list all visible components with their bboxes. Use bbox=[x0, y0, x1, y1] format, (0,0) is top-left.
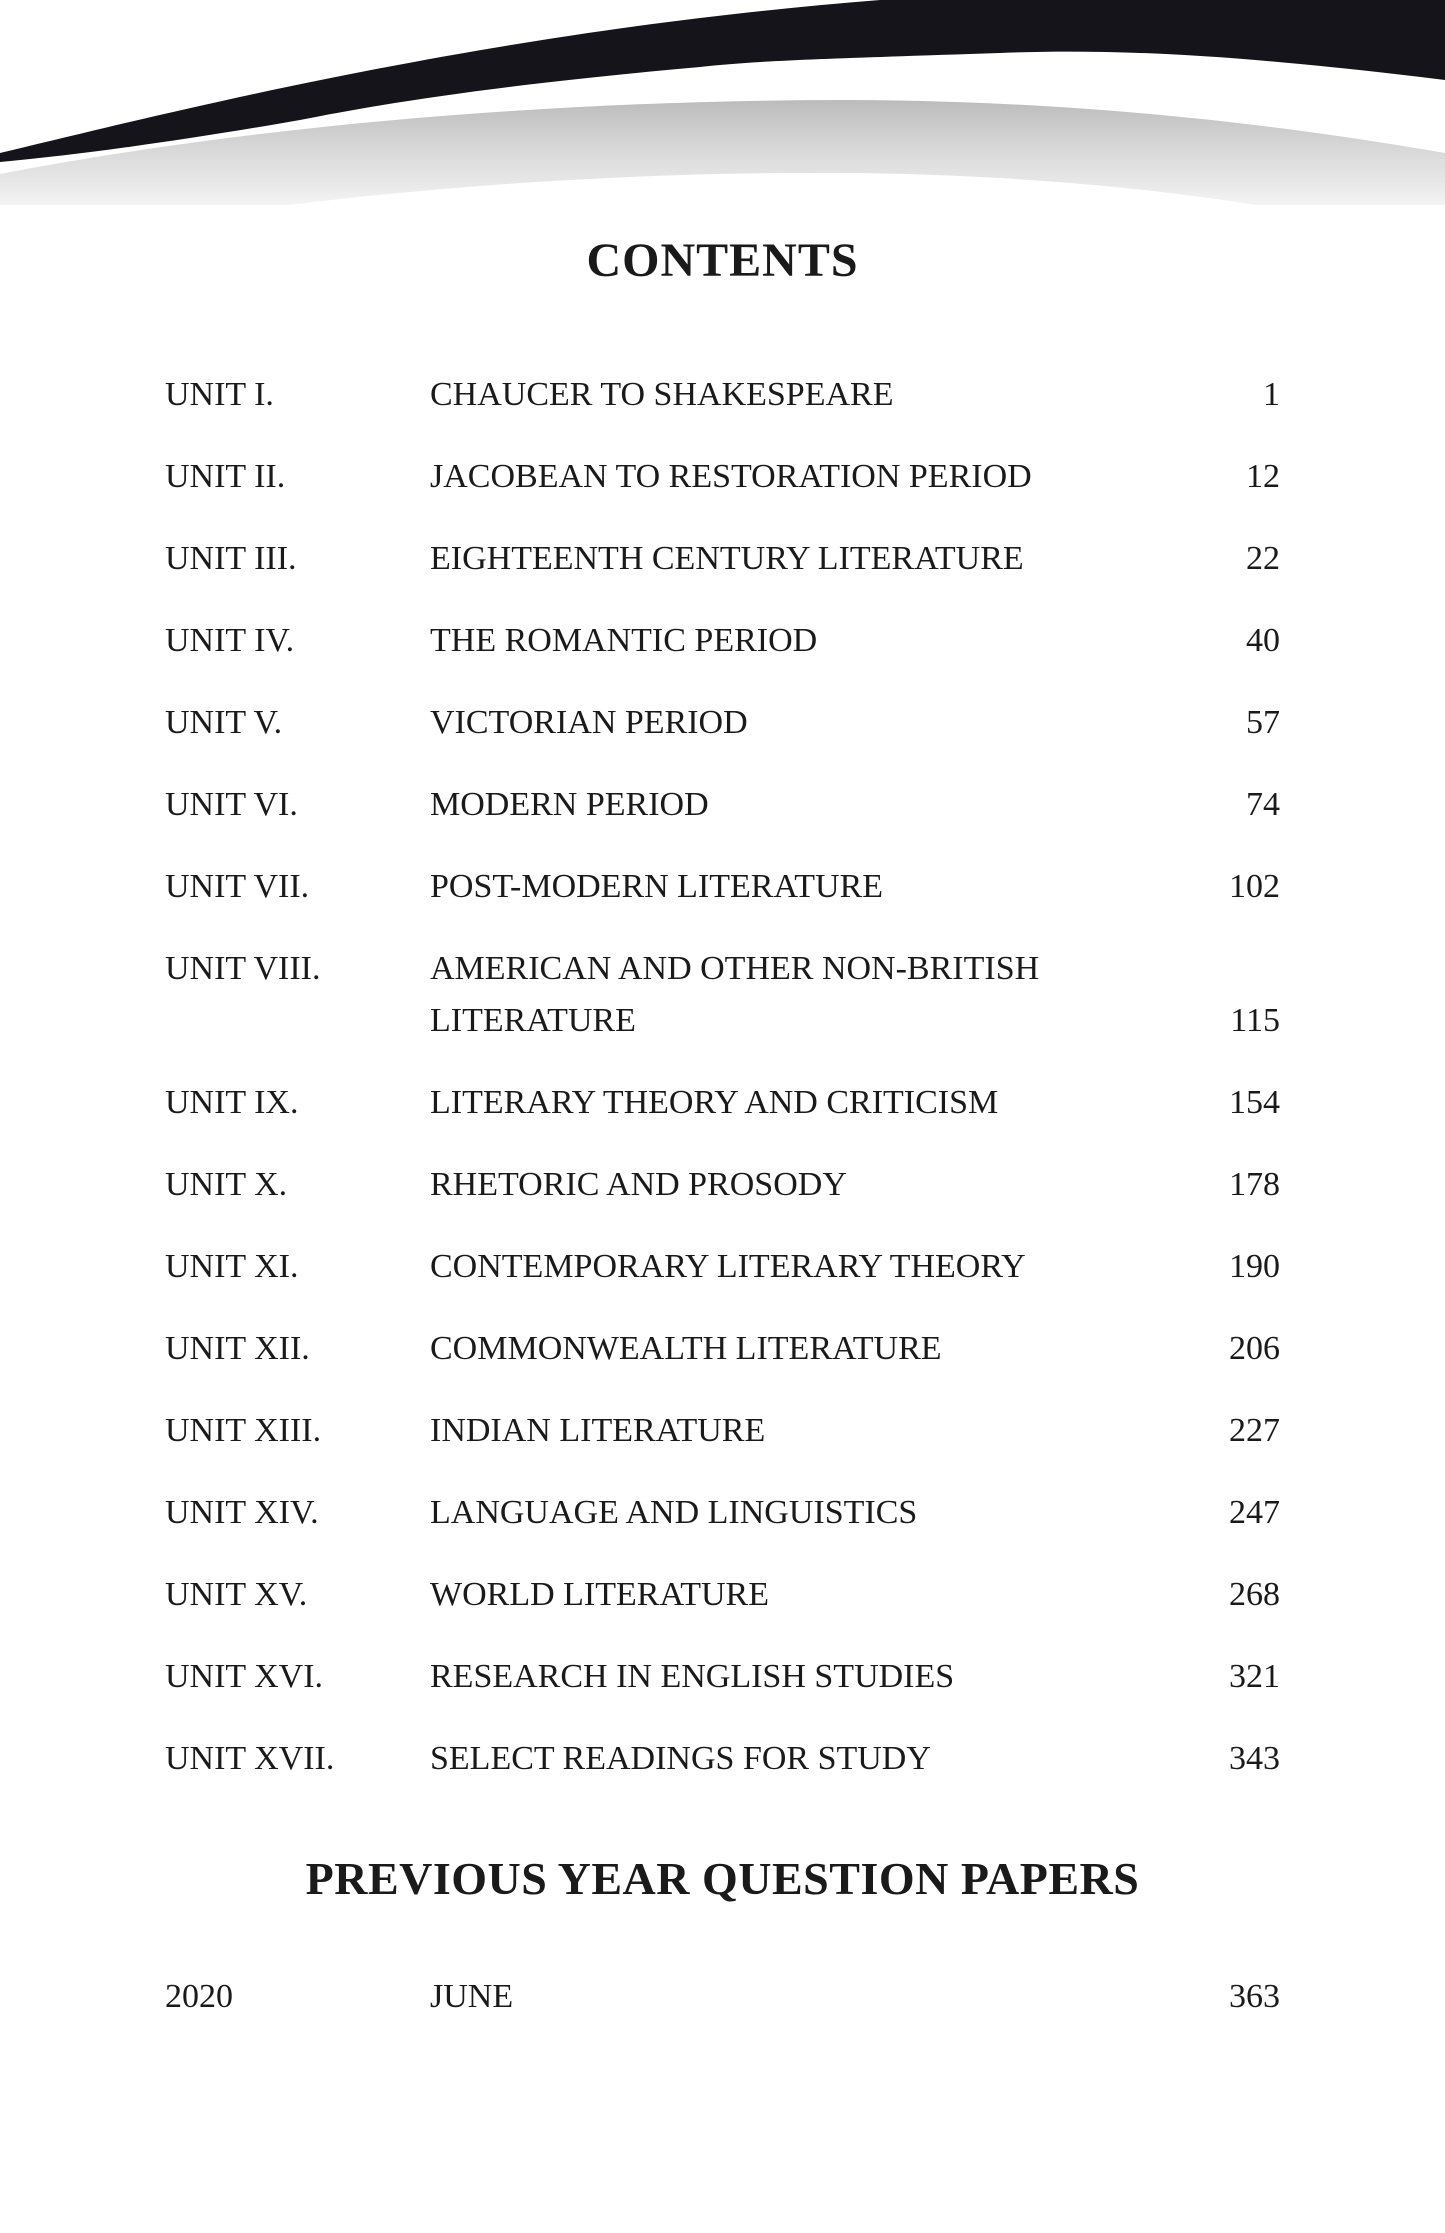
page-number: 22 bbox=[1246, 540, 1280, 577]
unit-label: UNIT I. bbox=[165, 376, 274, 413]
page-number: 178 bbox=[1229, 1166, 1280, 1203]
unit-label: UNIT XIV. bbox=[165, 1494, 319, 1531]
entry-title: COMMONWEALTH LITERATURE bbox=[430, 1330, 942, 1367]
page-number: 321 bbox=[1229, 1658, 1280, 1695]
page-number: 1 bbox=[1263, 376, 1280, 413]
question-papers-list: 2020 JUNE 363 bbox=[165, 1971, 1280, 2023]
page-number: 363 bbox=[1229, 1978, 1280, 2015]
page-number: 12 bbox=[1246, 458, 1280, 495]
toc-entry-row: UNIT XIV. LANGUAGE AND LINGUISTICS 247 bbox=[165, 1487, 1280, 1539]
toc-entry-row: UNIT IX. LITERARY THEORY AND CRITICISM 1… bbox=[165, 1077, 1280, 1129]
toc-entry-row: UNIT I. CHAUCER TO SHAKESPEARE 1 bbox=[165, 369, 1280, 421]
toc-entry-row: UNIT XV. WORLD LITERATURE 268 bbox=[165, 1569, 1280, 1621]
page-number: 206 bbox=[1229, 1330, 1280, 1367]
toc-entry-row: UNIT IV. THE ROMANTIC PERIOD 40 bbox=[165, 615, 1280, 667]
entry-title: JUNE bbox=[430, 1978, 514, 2015]
top-swoosh-decoration bbox=[0, 0, 1445, 205]
unit-label: UNIT IX. bbox=[165, 1084, 299, 1121]
swoosh-black-band bbox=[0, 0, 1445, 162]
page-content: CONTENTS UNIT I. CHAUCER TO SHAKESPEARE … bbox=[165, 231, 1280, 2023]
toc-entry-row: UNIT VII. POST-MODERN LITERATURE 102 bbox=[165, 861, 1280, 913]
toc-entry-row: UNIT XVI. RESEARCH IN ENGLISH STUDIES 32… bbox=[165, 1651, 1280, 1703]
unit-label: UNIT VI. bbox=[165, 786, 298, 823]
page-number: 268 bbox=[1229, 1576, 1280, 1613]
unit-label: UNIT VIII. bbox=[165, 950, 321, 987]
entry-title: MODERN PERIOD bbox=[430, 786, 709, 823]
toc-entry-row: UNIT XVII. SELECT READINGS FOR STUDY 343 bbox=[165, 1733, 1280, 1785]
toc-entry-row: UNIT X. RHETORIC AND PROSODY 178 bbox=[165, 1159, 1280, 1211]
page-number: 154 bbox=[1229, 1084, 1280, 1121]
page-number: 247 bbox=[1229, 1494, 1280, 1531]
unit-label: 2020 bbox=[165, 1978, 233, 2015]
entry-title: CONTEMPORARY LITERARY THEORY bbox=[430, 1248, 1026, 1285]
entry-title: EIGHTEENTH CENTURY LITERATURE bbox=[430, 540, 1024, 577]
toc-entry-row: UNIT XI. CONTEMPORARY LITERARY THEORY 19… bbox=[165, 1241, 1280, 1293]
page-number: 40 bbox=[1246, 622, 1280, 659]
unit-label: UNIT XIII. bbox=[165, 1412, 322, 1449]
toc-entry-row: UNIT VI. MODERN PERIOD 74 bbox=[165, 779, 1280, 831]
swoosh-shadow-band bbox=[0, 100, 1445, 205]
unit-label: UNIT XV. bbox=[165, 1576, 308, 1613]
entry-title: WORLD LITERATURE bbox=[430, 1576, 770, 1613]
toc-entry-row: UNIT III. EIGHTEENTH CENTURY LITERATURE … bbox=[165, 533, 1280, 585]
page-number: 343 bbox=[1229, 1740, 1280, 1777]
entry-title: CHAUCER TO SHAKESPEARE bbox=[430, 376, 894, 413]
toc-entry-row: UNIT XIII. INDIAN LITERATURE 227 bbox=[165, 1405, 1280, 1457]
page-title: CONTENTS bbox=[586, 234, 859, 287]
entry-title: POST-MODERN LITERATURE bbox=[430, 868, 884, 905]
unit-label: UNIT X. bbox=[165, 1166, 288, 1203]
entry-title: LANGUAGE AND LINGUISTICS bbox=[430, 1494, 918, 1531]
unit-label: UNIT VII. bbox=[165, 868, 310, 905]
entry-title: JACOBEAN TO RESTORATION PERIOD bbox=[430, 458, 1032, 495]
toc-entry-row: UNIT XII. COMMONWEALTH LITERATURE 206 bbox=[165, 1323, 1280, 1375]
toc-entry-row: UNIT VIII. AMERICAN AND OTHER NON-BRITIS… bbox=[165, 943, 1280, 1047]
page-number: 227 bbox=[1229, 1412, 1280, 1449]
entry-title: VICTORIAN PERIOD bbox=[430, 704, 748, 741]
table-of-contents: UNIT I. CHAUCER TO SHAKESPEARE 1 UNIT II… bbox=[165, 369, 1280, 1785]
entry-title: RESEARCH IN ENGLISH STUDIES bbox=[430, 1658, 955, 1695]
entry-title: THE ROMANTIC PERIOD bbox=[430, 622, 818, 659]
page-number: 190 bbox=[1229, 1248, 1280, 1285]
entry-title: SELECT READINGS FOR STUDY bbox=[430, 1740, 931, 1777]
unit-label: UNIT XI. bbox=[165, 1248, 299, 1285]
question-papers-heading: PREVIOUS YEAR QUESTION PAPERS bbox=[305, 1853, 1140, 1904]
page-number: 115 bbox=[1230, 1002, 1280, 1039]
unit-label: UNIT XVII. bbox=[165, 1740, 335, 1777]
page-number: 74 bbox=[1246, 786, 1280, 823]
page-number: 57 bbox=[1246, 704, 1280, 741]
unit-label: UNIT IV. bbox=[165, 622, 295, 659]
unit-label: UNIT III. bbox=[165, 540, 297, 577]
page-number: 102 bbox=[1229, 868, 1280, 905]
unit-label: UNIT V. bbox=[165, 704, 283, 741]
entry-title: RHETORIC AND PROSODY bbox=[430, 1166, 847, 1203]
toc-entry-row: UNIT II. JACOBEAN TO RESTORATION PERIOD … bbox=[165, 451, 1280, 503]
unit-label: UNIT XVI. bbox=[165, 1658, 324, 1695]
toc-entry-row: 2020 JUNE 363 bbox=[165, 1971, 1280, 2023]
unit-label: UNIT II. bbox=[165, 458, 286, 495]
entry-title: INDIAN LITERATURE bbox=[430, 1412, 766, 1449]
toc-entry-row: UNIT V. VICTORIAN PERIOD 57 bbox=[165, 697, 1280, 749]
unit-label: UNIT XII. bbox=[165, 1330, 310, 1367]
entry-title: LITERARY THEORY AND CRITICISM bbox=[430, 1084, 999, 1121]
entry-title: AMERICAN AND OTHER NON-BRITISH LITERATUR… bbox=[430, 950, 1040, 1039]
